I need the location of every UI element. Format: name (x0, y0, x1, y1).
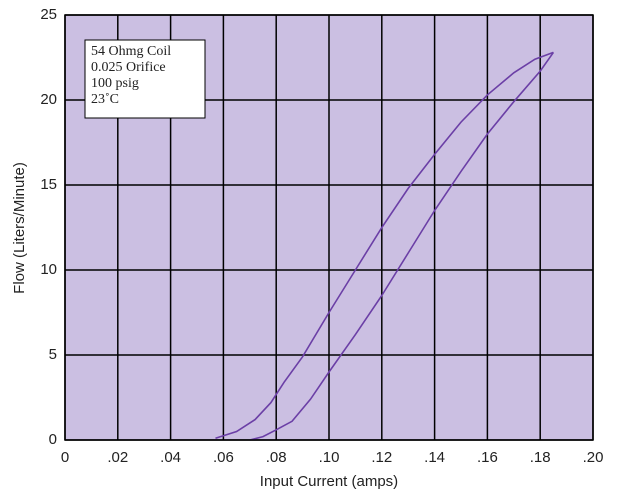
annotation-line: 23˚C (91, 92, 119, 107)
x-axis-title: Input Current (amps) (260, 473, 398, 490)
annotation: 54 Ohmg Coil 0.025 Orifice 100 psig 23˚C (84, 39, 206, 119)
annotation-line: 54 Ohmg Coil (91, 44, 171, 59)
annotation-line: 100 psig (91, 76, 139, 91)
y-tick-label: 5 (49, 346, 57, 363)
x-tick-label: .20 (583, 449, 604, 466)
x-tick-label: .16 (477, 449, 498, 466)
x-tick-label: .18 (530, 449, 551, 466)
x-tick-label: 0 (61, 449, 69, 466)
x-tick-label: .08 (266, 449, 287, 466)
y-tick-label: 0 (49, 431, 57, 448)
curve (249, 51, 555, 441)
y-axis-title: Flow (Liters/Minute) (11, 162, 28, 294)
x-tick-label: .06 (213, 449, 234, 466)
x-tick-label: .12 (371, 449, 392, 466)
y-tick-label: 15 (40, 176, 57, 193)
lines (215, 51, 555, 441)
x-tick-label: .04 (160, 449, 181, 466)
x-tick-label: .14 (424, 449, 445, 466)
annotation-box (84, 39, 206, 119)
y-tick-label: 10 (40, 261, 57, 278)
annotation-line: 0.025 Orifice (91, 60, 166, 75)
plot-border (64, 14, 594, 441)
y-tick-label: 20 (40, 91, 57, 108)
x-tick-label: .02 (107, 449, 128, 466)
x-tick-label: .10 (319, 449, 340, 466)
curve (215, 51, 554, 440)
y-tick-label: 25 (40, 6, 57, 23)
